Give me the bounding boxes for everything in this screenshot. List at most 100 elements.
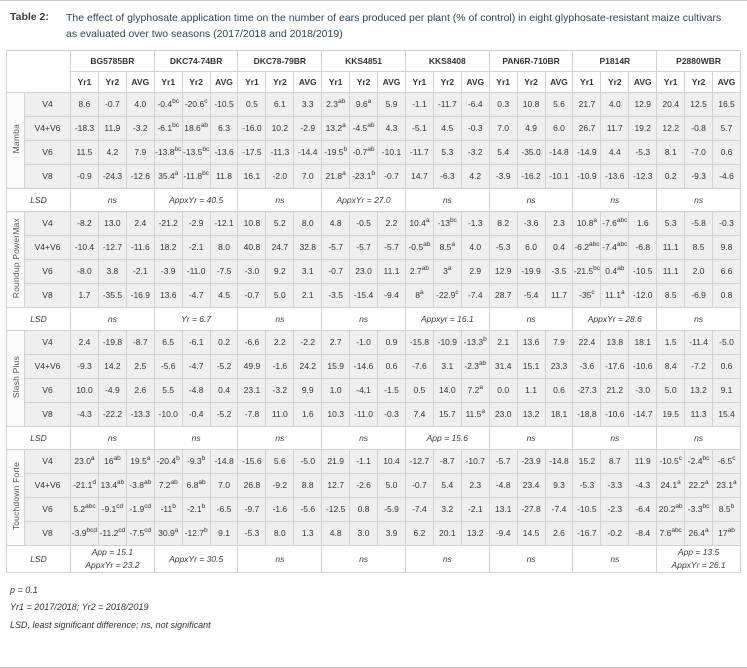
year-header: AVG [544, 70, 574, 93]
data-cell: -7.4 [460, 282, 490, 308]
lsd-value: ns [321, 425, 406, 450]
data-cell: -14.7 [628, 401, 658, 427]
data-cell: -10.5 [628, 258, 658, 284]
treatment-cell: V8 [23, 282, 72, 308]
data-cell: 13.2 [516, 401, 546, 427]
lsd-value: App = 15.6 [404, 425, 490, 450]
data-cell: 2.9 [460, 258, 490, 284]
data-cell: 16.5 [712, 91, 741, 117]
significance-letters: ab [144, 479, 152, 487]
data-cell: 3.1 [293, 258, 323, 284]
data-cell: 2.7ab [404, 258, 434, 284]
data-cell: 10.8 [237, 210, 267, 236]
data-cell: -0.5ab [404, 234, 434, 260]
data-cell: 0.8 [712, 282, 741, 308]
data-cell: -12.0 [628, 282, 658, 308]
data-cell: -8.0 [70, 258, 99, 284]
data-cell: -5.2 [209, 353, 239, 379]
data-cell: 1.6 [293, 401, 323, 427]
significance-letters: bc [202, 170, 209, 178]
data-cell: 3.2 [432, 496, 462, 522]
data-cell: 15.2 [572, 448, 602, 474]
data-row: Mamba V4 8.6 -0.7 4.0 -0.4bc -20.6c -10.5 0.5 6.1… [6, 91, 741, 189]
data-cell: 0.5 [237, 91, 267, 117]
data-cell: -10.6 [600, 401, 630, 427]
significance-letters: b [371, 170, 376, 178]
data-cell: -19.8 [97, 329, 127, 355]
data-cell: 14.5 [516, 520, 546, 546]
data-cell: -12.3 [628, 163, 658, 189]
data-cell: -21.5bc [572, 258, 602, 284]
significance-letters: a [419, 289, 424, 297]
data-cell: 49.9 [237, 353, 267, 379]
data-cell: -17.6 [600, 353, 630, 379]
data-cell: 13.4ab [97, 472, 127, 498]
data-cell: -7.0 [684, 139, 714, 165]
lsd-value: App = 15.1 AppxYr = 23.2 [70, 544, 155, 573]
significance-letters: a [677, 479, 681, 487]
data-cell: 22.2a [684, 472, 714, 498]
data-cell: -15.6 [237, 448, 267, 474]
significance-letters: b [204, 527, 208, 535]
data-cell: -13.8bc [153, 139, 183, 165]
data-cell: 4.5 [432, 115, 462, 141]
data-cell: 11.9 [628, 448, 658, 474]
data-cell: 5.0 [656, 377, 686, 403]
data-cell: 3.8 [97, 258, 127, 284]
data-cell: -5.8 [684, 210, 714, 236]
significance-letters: bc [593, 265, 601, 273]
data-cell: -1.5 [377, 377, 406, 403]
data-cell: 9.8 [712, 234, 741, 260]
data-cell: 11.9 [97, 115, 127, 141]
data-cell: -5.0 [712, 329, 741, 355]
data-cell: -0.8 [684, 115, 714, 141]
data-cell: 2.6 [544, 520, 574, 546]
data-cell: 8.5b [712, 496, 741, 522]
data-cell: 2.5 [125, 353, 155, 379]
data-row: Roundup PowerMax V4 -8.2 13.0 2.4 -21.2 -2.9 -1… [6, 210, 741, 308]
year-header: Yr1 [70, 70, 99, 93]
data-cell: 4.9 [516, 115, 546, 141]
data-cell: 6.1 [265, 91, 295, 117]
data-cell: 0.9 [377, 329, 406, 355]
data-cell: 5.7 [712, 115, 741, 141]
significance-letters: bc [450, 217, 457, 225]
data-cell: 4.4 [600, 139, 630, 165]
data-cell: 2.1 [488, 329, 518, 355]
data-cell: 0.2 [209, 329, 239, 355]
data-cell: 1.0 [321, 377, 351, 403]
data-cell: -19.9 [516, 258, 546, 284]
data-cell: 8.6 [70, 91, 99, 117]
data-cell: 10.3 [321, 401, 351, 427]
data-cell: -7.6abc [600, 210, 630, 236]
data-cell: 5.4 [432, 472, 462, 498]
treatment-cell: V8 [23, 401, 72, 427]
data-cell: 5.2abc [70, 496, 99, 522]
data-cell: -5.6 [153, 353, 183, 379]
data-cell: 7.0 [209, 472, 239, 498]
data-cell: 22.4 [572, 329, 602, 355]
footnote-year-key: Yr1 = 2017/2018; Yr2 = 2018/2019 [10, 602, 149, 613]
data-cell: -0.3 [460, 115, 490, 141]
data-cell: 26.8 [237, 472, 267, 498]
significance-letters: a [367, 98, 372, 106]
data-cell: -3.6 [516, 210, 546, 236]
data-cell: -2.9 [293, 115, 323, 141]
data-cell: 30.9a [153, 520, 183, 546]
treatment-cell: V4+V6 [23, 353, 72, 379]
data-cell: -13.5bc [181, 139, 211, 165]
data-cell: -12.7 [97, 234, 127, 260]
data-cell: -9.1cd [97, 496, 127, 522]
data-cell: 13.6 [516, 329, 546, 355]
data-cell: 11.0 [265, 401, 295, 427]
data-cell: 14.0 [432, 377, 462, 403]
data-cell: -1.0 [349, 329, 379, 355]
lsd-value: ns [404, 544, 490, 573]
data-cell: -9.2 [265, 472, 295, 498]
significance-letters: abc [616, 217, 628, 225]
data-cell: 0.4 [544, 234, 574, 260]
data-cell: -14.8 [209, 448, 239, 474]
data-cell: 18.1 [544, 401, 574, 427]
table-header: BG5785BR DKC74-74BR DKC78-79BR KKS4851 KKS84… [5, 49, 741, 93]
data-cell: -2.3ab [460, 353, 490, 379]
